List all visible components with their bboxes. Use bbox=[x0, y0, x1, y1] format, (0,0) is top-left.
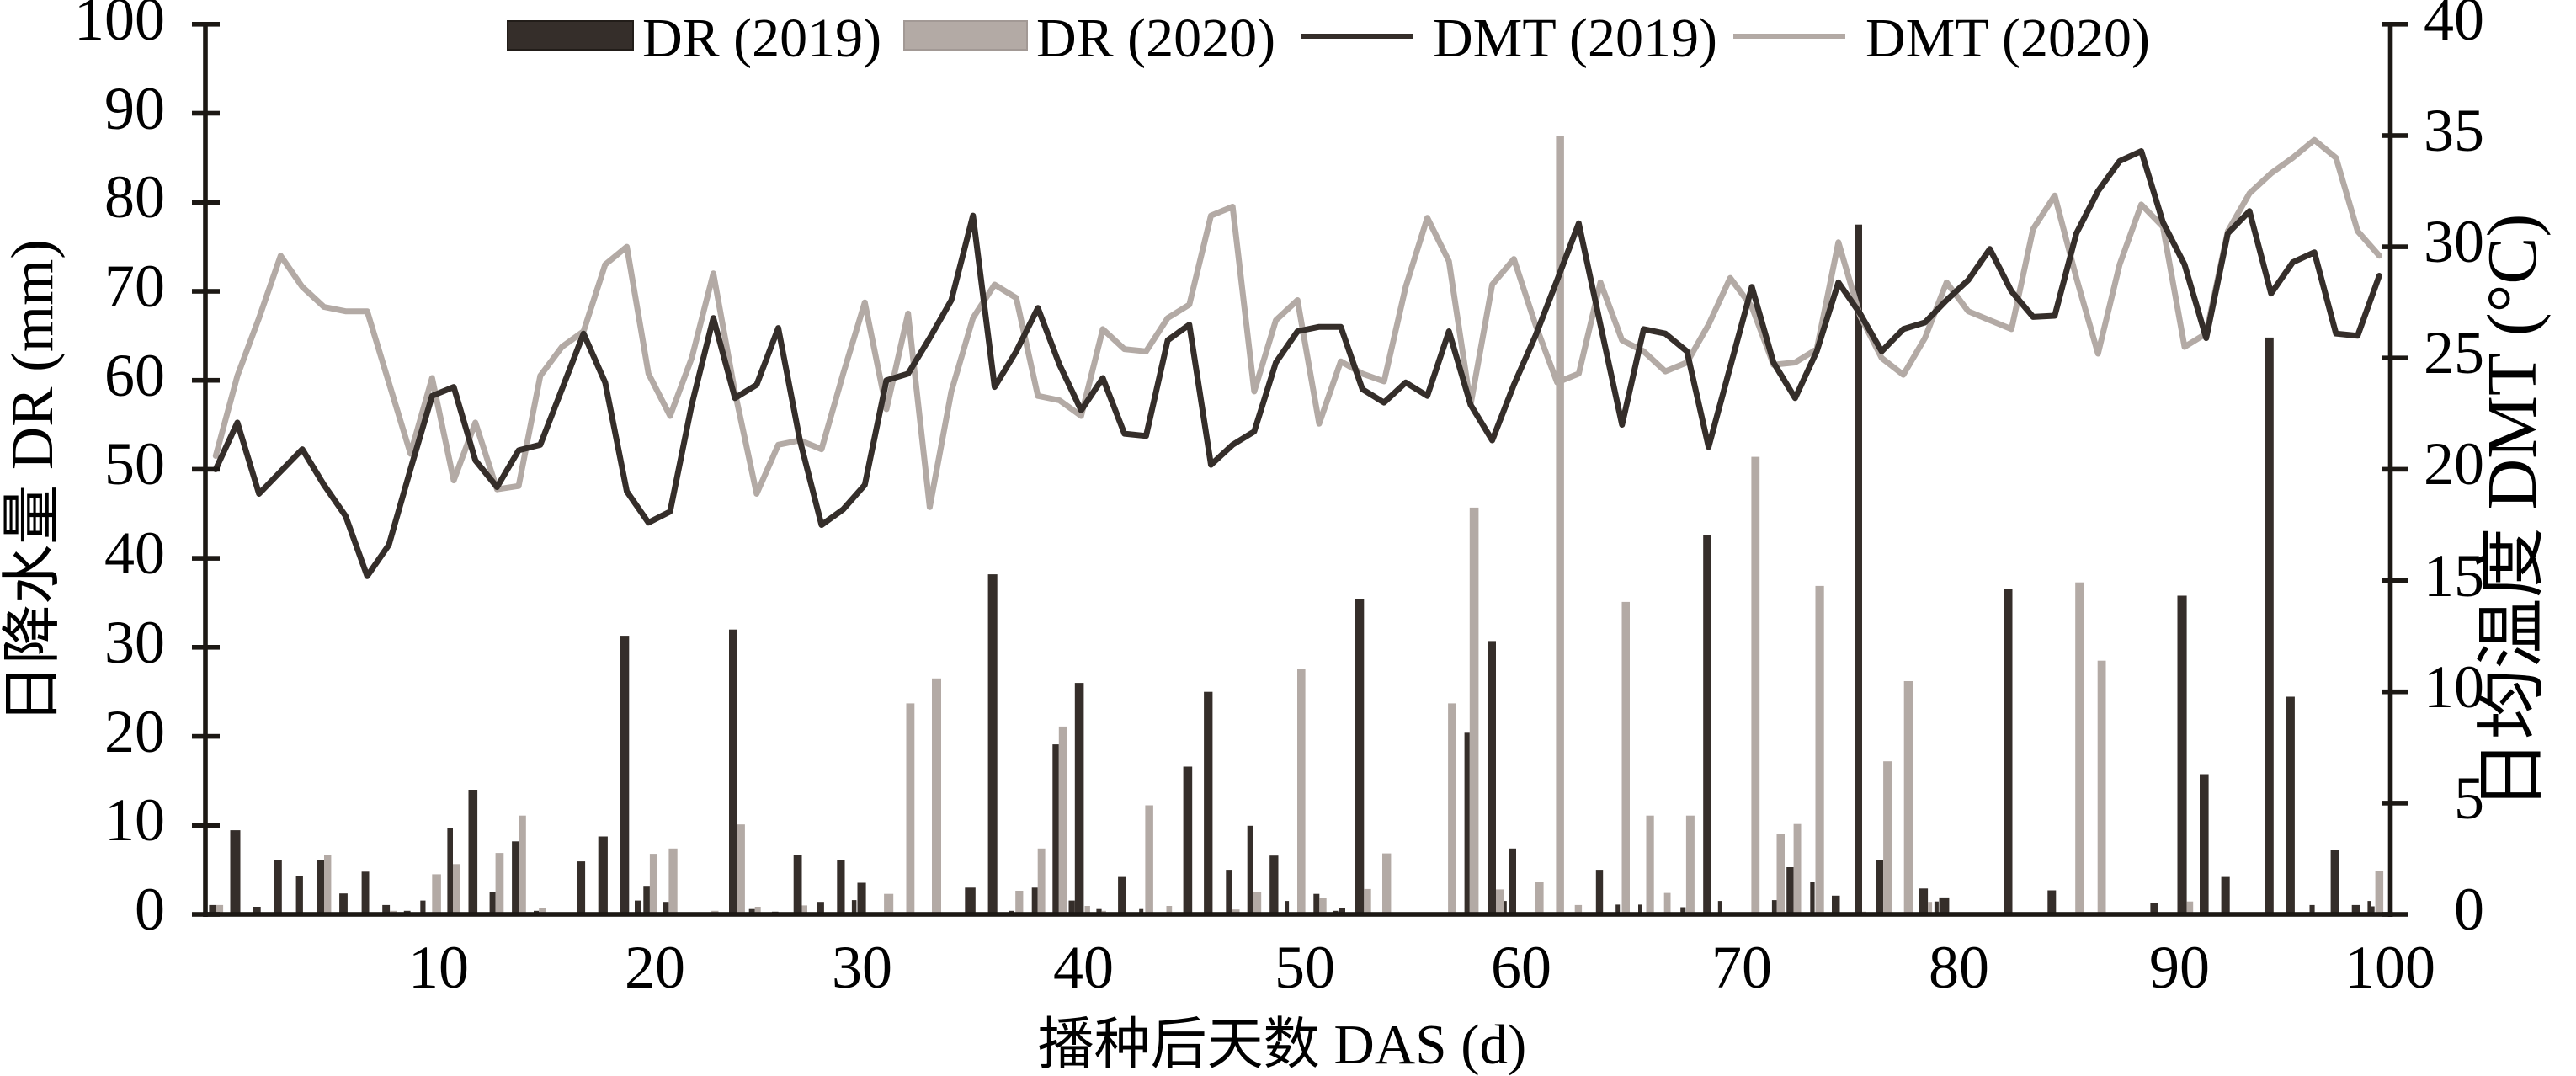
svg-text:日均温度 DMT (°C): 日均温度 DMT (°C) bbox=[2473, 214, 2552, 811]
svg-text:日降水量 DR (mm): 日降水量 DR (mm) bbox=[0, 239, 66, 724]
